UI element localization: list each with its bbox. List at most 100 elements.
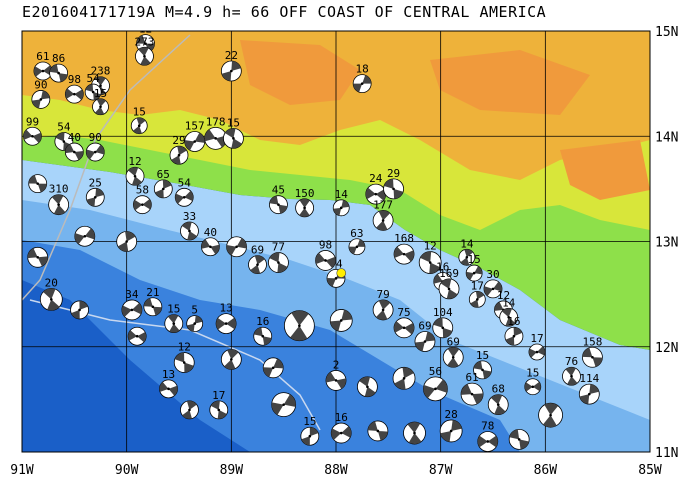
focal-mechanism (483, 279, 503, 299)
focal-mechanism (329, 309, 353, 332)
depth-label: 78 (481, 419, 494, 432)
depth-label: 22 (225, 49, 238, 62)
longitude-tick-label: 86W (534, 463, 558, 478)
focal-mechanism (209, 400, 229, 420)
latitude-axis: 15N 14N 13N 12N 11N (655, 25, 678, 461)
depth-label: 17 (530, 332, 543, 345)
highland-patch (240, 40, 360, 105)
focal-mechanism (432, 317, 454, 339)
depth-label: 273 (135, 35, 155, 48)
focal-mechanism (332, 199, 350, 217)
map-title: E201604171719A M=4.9 h= 66 OFF COAST OF … (22, 3, 547, 21)
depth-label: 28 (445, 408, 458, 421)
map-frame (21, 30, 651, 453)
depth-label: 75 (397, 306, 410, 319)
focal-mechanism (348, 238, 366, 256)
focal-mechanism (499, 307, 519, 327)
longitude-tick-label: 91W (10, 463, 34, 478)
focal-mechanism (173, 352, 195, 373)
depth-label: 14 (502, 296, 516, 309)
focal-mechanism (393, 243, 415, 265)
depth-label: 5 (191, 304, 198, 317)
focal-mechanism (127, 326, 147, 346)
focal-mechanism (418, 251, 442, 274)
focal-mechanism (28, 174, 48, 194)
depth-label: 79 (376, 288, 389, 301)
depth-label: 168 (394, 232, 414, 245)
depth-label: 2 (333, 358, 340, 371)
focal-mechanism (325, 370, 347, 391)
depth-label: 13 (219, 302, 232, 315)
depth-label: 61 (36, 50, 49, 63)
focal-mechanism (372, 299, 394, 321)
depth-label: 21 (146, 286, 159, 299)
focal-mechanism (48, 194, 70, 216)
depth-label: 16 (507, 315, 520, 328)
depth-label: 104 (433, 306, 453, 319)
depth-label: 40 (68, 131, 81, 144)
depth-label: 158 (582, 335, 602, 348)
focal-mechanism (538, 402, 563, 428)
depth-label: 15 (526, 367, 539, 380)
latitude-tick-label: 12N (655, 341, 678, 356)
depth-label: 90 (34, 78, 47, 91)
focal-mechanism (477, 431, 499, 452)
depth-label: 16 (436, 260, 449, 273)
depth-label: 25 (89, 176, 102, 189)
plate-boundary (22, 34, 191, 301)
focal-mechanism (253, 326, 273, 346)
focal-mechanism (438, 278, 460, 300)
focal-mechanism (393, 317, 415, 339)
longitude-tick-label: 85W (638, 463, 662, 478)
focal-mechanism (487, 394, 509, 416)
longitude-tick-label: 88W (324, 463, 348, 478)
depth-label: 90 (89, 131, 102, 144)
latitude-tick-label: 14N (655, 130, 678, 145)
focal-mechanism (49, 63, 69, 83)
focal-mechanism (215, 313, 237, 334)
depth-label: 56 (429, 365, 442, 378)
focal-mechanism (504, 326, 524, 346)
longitude-tick-label: 89W (220, 463, 244, 478)
focal-mechanism (330, 422, 352, 444)
focal-mechanism (116, 231, 138, 252)
focal-mechanism (164, 314, 184, 333)
depth-label: 30 (486, 268, 499, 281)
focal-mechanism (403, 421, 426, 445)
focal-mechanism (39, 287, 63, 311)
longitude-axis: 91W 90W 89W 88W 87W 86W 85W (10, 463, 662, 478)
latitude-tick-label: 15N (655, 25, 678, 40)
focal-mechanism (365, 183, 387, 205)
focal-mechanism (423, 376, 448, 402)
highland-patch (560, 140, 650, 200)
focal-mechanism (169, 145, 189, 165)
latitude-tick-label: 11N (655, 446, 678, 461)
focal-mechanism (269, 195, 288, 215)
depth-label: 12 (128, 155, 141, 168)
depth-label: 169 (439, 267, 459, 280)
depth-label: 29 (172, 134, 185, 147)
depth-label: 15 (476, 349, 489, 362)
focal-mechanism (92, 98, 109, 116)
focal-mechanism (367, 420, 389, 442)
depth-label: 13 (162, 368, 175, 381)
depth-label: 98 (319, 238, 332, 251)
focal-mechanism (74, 225, 96, 247)
depth-label: 14 (460, 237, 474, 250)
depth-label: 12 (178, 341, 191, 354)
focal-mechanism (184, 131, 206, 152)
depth-label: 69 (447, 335, 460, 348)
depth-label: 17 (212, 389, 225, 402)
focal-mechanism (356, 376, 378, 398)
focal-mechanism (125, 166, 145, 186)
focal-mechanism (84, 83, 102, 101)
focal-mechanism (352, 74, 372, 94)
focal-mechanism (473, 360, 492, 380)
depth-label: 15 (227, 116, 240, 129)
depth-label: 12 (424, 240, 437, 253)
depth-label: 15 (303, 415, 316, 428)
focal-mechanism (85, 187, 105, 207)
